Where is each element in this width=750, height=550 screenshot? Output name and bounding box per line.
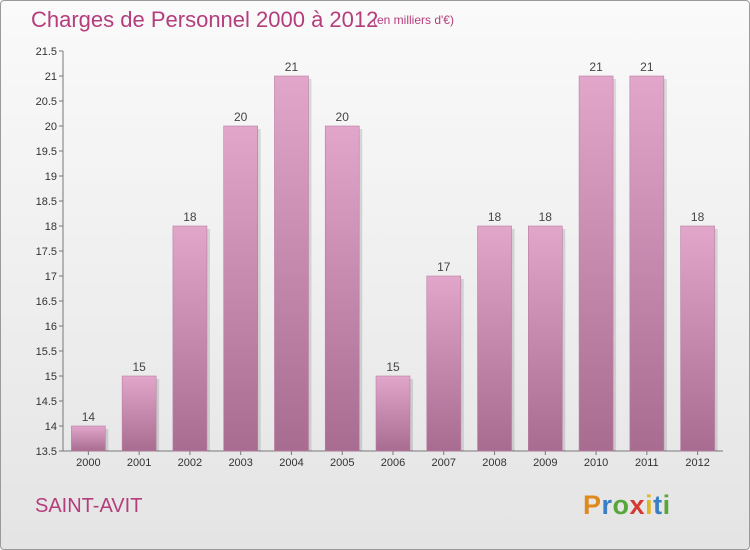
y-tick-label: 14 [45, 421, 57, 433]
x-tick-label: 2002 [178, 457, 202, 469]
bar-2002[interactable] [172, 225, 208, 452]
data-label: 15 [386, 360, 400, 374]
bar-2012[interactable] [680, 225, 715, 452]
y-tick-label: 16.5 [36, 296, 57, 308]
x-tick-label: 2008 [482, 457, 506, 469]
y-tick-label: 16 [45, 321, 57, 333]
axes: 13.5 14 14.5 15 15.5 16 16.5 17 17.5 18 18.5 19 19.5… [36, 46, 723, 469]
y-tick-label: 19 [45, 171, 57, 183]
bars-group [71, 75, 718, 452]
x-tick-label: 2012 [685, 457, 709, 469]
bar-2010[interactable] [578, 75, 614, 452]
y-tick-label: 19.5 [36, 146, 57, 158]
x-tick-label: 2011 [635, 457, 659, 469]
data-label: 14 [82, 410, 96, 424]
data-label: 17 [437, 260, 451, 274]
x-tick-label: 2001 [127, 457, 151, 469]
logo-letter: r [601, 490, 613, 520]
x-tick-label: 2004 [279, 457, 303, 469]
x-tick-label: 2007 [432, 457, 456, 469]
y-tick-label: 13.5 [36, 446, 57, 458]
data-label: 21 [589, 60, 603, 74]
bar-2006[interactable] [375, 375, 411, 452]
bar-2009[interactable] [528, 225, 563, 452]
data-label: 18 [183, 210, 197, 224]
bar-2005[interactable] [324, 125, 360, 452]
y-tick-label: 17.5 [36, 246, 57, 258]
chart-title: Charges de Personnel 2000 à 2012 [31, 7, 379, 32]
data-labels-group: 14 15 18 20 21 20 15 17 18 18 21 21 18 [82, 60, 705, 424]
logo-letter: i [645, 490, 654, 520]
x-tick-label: 2006 [381, 457, 405, 469]
y-tick-label: 18.5 [36, 196, 57, 208]
commune-name: SAINT-AVIT [35, 495, 143, 517]
y-tick-label: 17 [45, 271, 57, 283]
data-label: 21 [640, 60, 654, 74]
y-tick-label: 20.5 [36, 96, 57, 108]
y-tick-label: 15.5 [36, 346, 57, 358]
y-tick-label: 21 [45, 71, 57, 83]
logo-letter: P [583, 490, 602, 520]
chart-subtitle: (en milliers d'€) [373, 13, 454, 27]
y-tick-label: 15 [45, 371, 57, 383]
bar-2004[interactable] [274, 75, 309, 452]
bar-2000[interactable] [71, 425, 106, 452]
bar-2011[interactable] [629, 75, 665, 452]
data-label: 18 [691, 210, 705, 224]
data-label: 18 [539, 210, 553, 224]
bar-2003[interactable] [223, 125, 258, 452]
x-tick-label: 2003 [228, 457, 252, 469]
logo-letter: o [612, 490, 630, 520]
bar-2001[interactable] [121, 375, 157, 452]
bar-2007[interactable] [426, 275, 462, 452]
logo-letter: x [629, 490, 646, 520]
x-tick-label: 2010 [584, 457, 608, 469]
logo-letter: i [662, 490, 671, 520]
data-label: 15 [132, 360, 146, 374]
x-tick-label: 2005 [330, 457, 354, 469]
logo-letter: t [653, 490, 663, 520]
proxiti-logo[interactable]: Proxiti [583, 490, 671, 521]
data-label: 21 [285, 60, 299, 74]
bar-2008[interactable] [477, 225, 512, 452]
data-label: 20 [234, 110, 248, 124]
data-label: 20 [336, 110, 350, 124]
y-tick-label: 20 [45, 121, 57, 133]
y-tick-label: 14.5 [36, 396, 57, 408]
y-tick-label: 21.5 [36, 46, 57, 58]
y-tick-label: 18 [45, 221, 57, 233]
x-tick-label: 2009 [533, 457, 557, 469]
data-label: 18 [488, 210, 502, 224]
x-tick-label: 2000 [76, 457, 100, 469]
